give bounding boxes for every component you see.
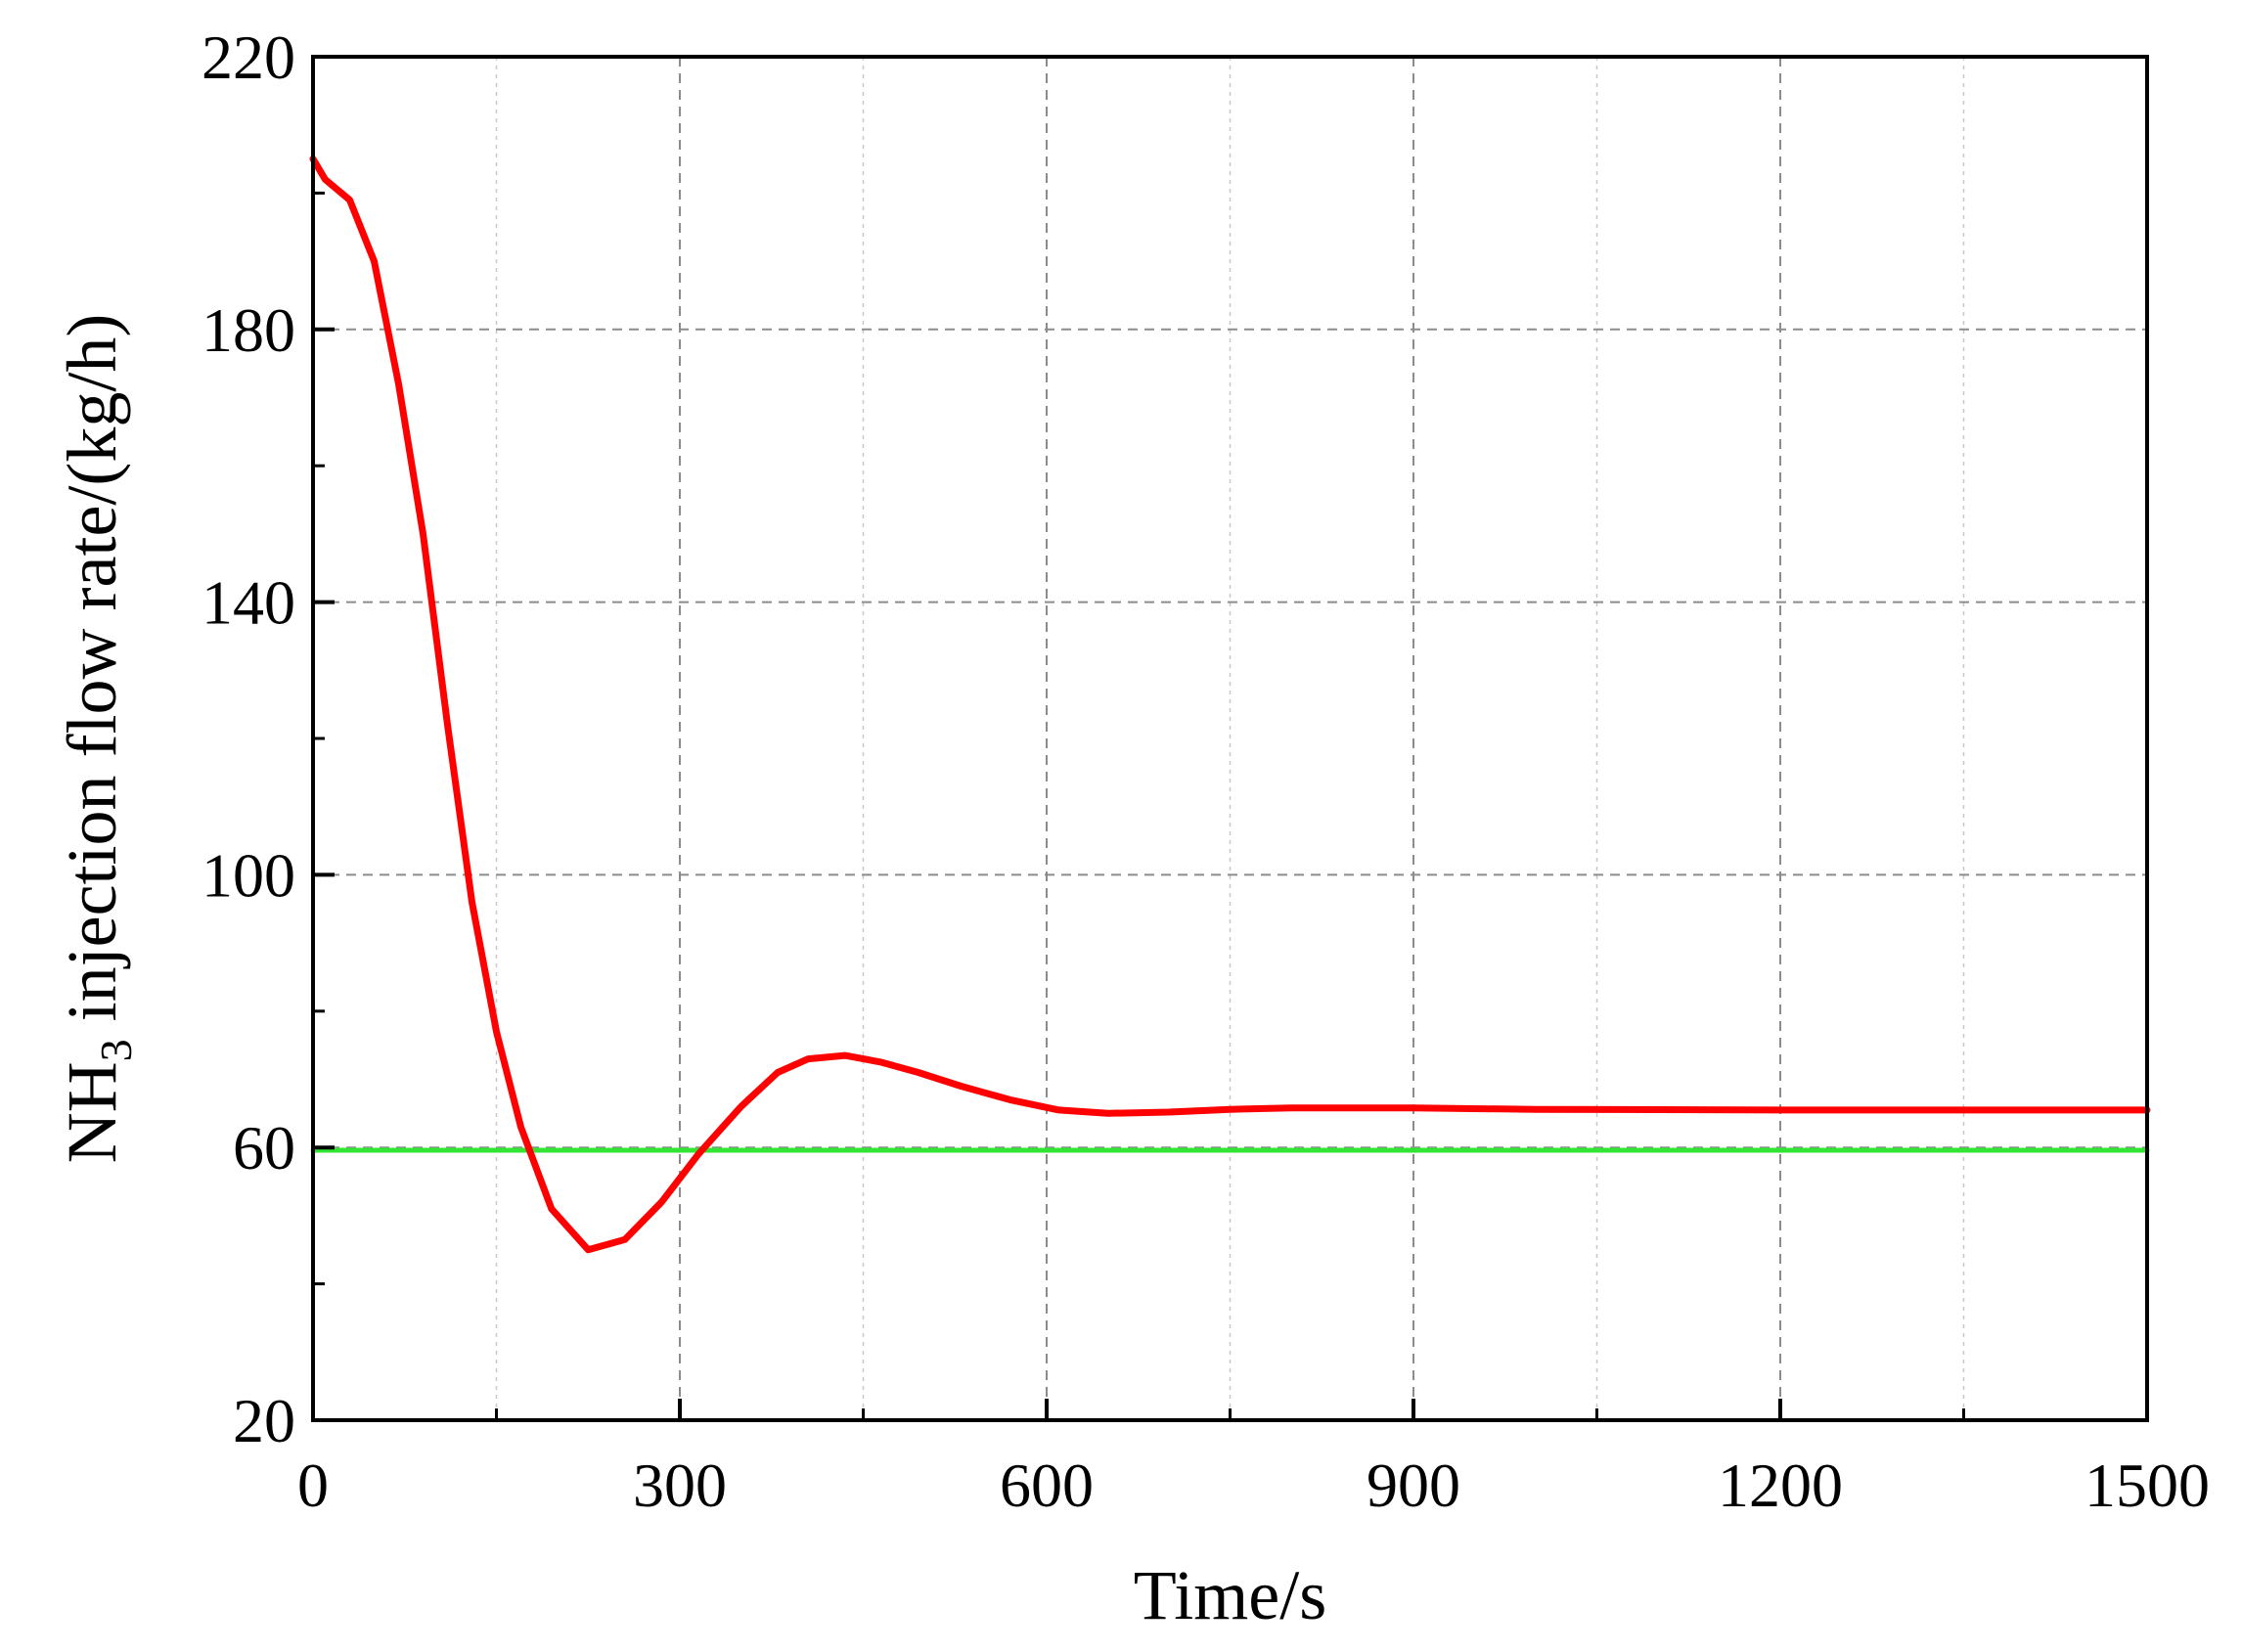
x-tick-label: 0 <box>297 1451 329 1520</box>
y-axis-title-suffix: injection flow rate/(kg/h) <box>53 314 131 1040</box>
y-tick-label: 60 <box>233 1113 295 1183</box>
y-tick-label: 220 <box>202 22 295 92</box>
axis-ticks <box>311 55 2149 1422</box>
x-axis-title: Time/s <box>1134 1556 1326 1634</box>
y-tick-label: 180 <box>202 295 295 365</box>
x-tick-label: 1200 <box>1718 1451 1843 1520</box>
x-tick-label: 600 <box>1000 1451 1094 1520</box>
y-axis-title: NH3 injection flow rate/(kg/h) <box>53 314 141 1164</box>
y-axis-title-subscript: 3 <box>91 1039 141 1061</box>
tick-labels: 0 300 600 900 1200 1500 20 60 100 140 180 220 <box>202 22 2210 1520</box>
series-line-2 <box>309 156 2151 1254</box>
y-tick-label: 20 <box>233 1386 295 1455</box>
y-tick-label: 140 <box>202 568 295 638</box>
x-tick-label: 300 <box>633 1451 727 1520</box>
x-tick-label: 1500 <box>2084 1451 2210 1520</box>
data-series <box>309 156 2151 1254</box>
y-tick-label: 100 <box>202 840 295 910</box>
y-axis-title-prefix: NH <box>53 1061 131 1163</box>
x-tick-label: 900 <box>1367 1451 1460 1520</box>
grid-lines <box>313 57 2147 1420</box>
